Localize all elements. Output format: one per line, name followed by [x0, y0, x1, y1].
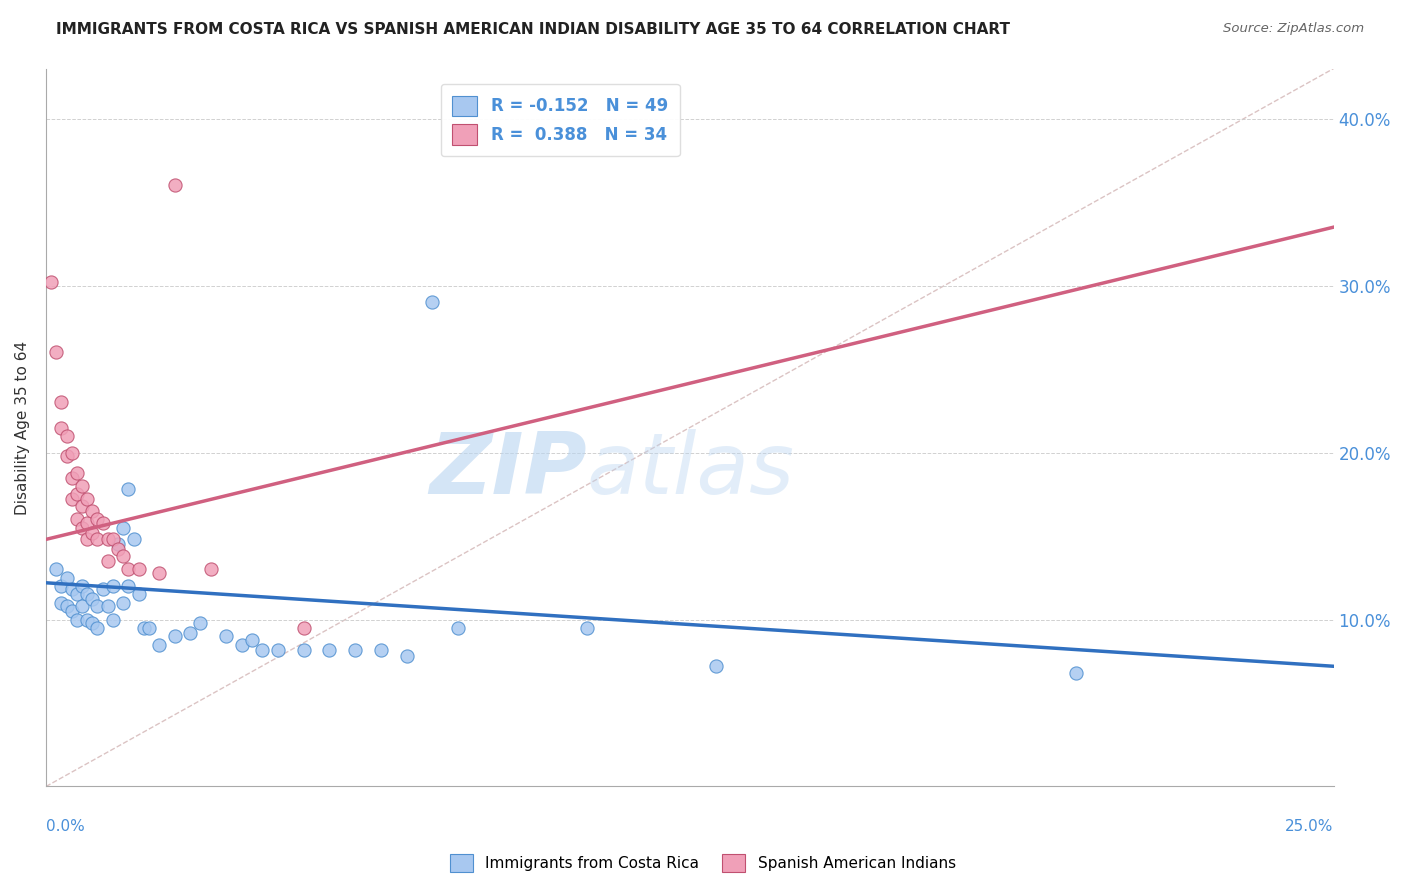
Point	[132, 621, 155, 635]
Point	[60, 470, 83, 484]
Point	[252, 642, 274, 657]
Point	[86, 599, 108, 614]
Point	[86, 621, 108, 635]
Point	[200, 562, 222, 576]
Point	[70, 479, 93, 493]
Point	[97, 554, 120, 568]
Point	[163, 629, 186, 643]
Point	[45, 345, 67, 359]
Point	[55, 429, 77, 443]
Point	[101, 613, 124, 627]
Point	[82, 615, 104, 630]
Point	[91, 582, 114, 597]
Point	[76, 516, 98, 530]
Point	[117, 562, 139, 576]
Point	[70, 521, 93, 535]
Legend: R = -0.152   N = 49, R =  0.388   N = 34: R = -0.152 N = 49, R = 0.388 N = 34	[440, 84, 679, 156]
Point	[112, 596, 135, 610]
Text: ZIP: ZIP	[429, 429, 586, 512]
Point	[395, 649, 418, 664]
Y-axis label: Disability Age 35 to 64: Disability Age 35 to 64	[15, 341, 30, 515]
Point	[51, 420, 73, 434]
Point	[51, 579, 73, 593]
Point	[107, 537, 129, 551]
Point	[343, 642, 366, 657]
Point	[318, 642, 340, 657]
Point	[55, 599, 77, 614]
Point	[39, 275, 62, 289]
Point	[70, 499, 93, 513]
Point	[55, 571, 77, 585]
Point	[70, 599, 93, 614]
Point	[82, 525, 104, 540]
Point	[86, 533, 108, 547]
Point	[292, 642, 315, 657]
Point	[97, 533, 120, 547]
Point	[370, 642, 392, 657]
Point	[128, 562, 150, 576]
Point	[215, 629, 238, 643]
Point	[704, 659, 727, 673]
Point	[101, 579, 124, 593]
Point	[86, 512, 108, 526]
Point	[66, 613, 89, 627]
Text: 25.0%: 25.0%	[1285, 819, 1334, 834]
Point	[60, 492, 83, 507]
Point	[45, 562, 67, 576]
Point	[138, 621, 160, 635]
Point	[112, 549, 135, 563]
Point	[76, 533, 98, 547]
Point	[60, 582, 83, 597]
Point	[66, 487, 89, 501]
Point	[60, 604, 83, 618]
Text: atlas: atlas	[586, 429, 794, 512]
Point	[148, 566, 170, 580]
Point	[91, 516, 114, 530]
Point	[66, 587, 89, 601]
Point	[76, 587, 98, 601]
Point	[575, 621, 598, 635]
Point	[55, 449, 77, 463]
Text: 0.0%: 0.0%	[46, 819, 84, 834]
Point	[76, 492, 98, 507]
Point	[66, 512, 89, 526]
Point	[122, 533, 145, 547]
Text: IMMIGRANTS FROM COSTA RICA VS SPANISH AMERICAN INDIAN DISABILITY AGE 35 TO 64 CO: IMMIGRANTS FROM COSTA RICA VS SPANISH AM…	[56, 22, 1011, 37]
Point	[231, 638, 253, 652]
Point	[292, 621, 315, 635]
Point	[76, 613, 98, 627]
Point	[117, 579, 139, 593]
Point	[179, 626, 201, 640]
Point	[107, 542, 129, 557]
Legend: Immigrants from Costa Rica, Spanish American Indians: Immigrants from Costa Rica, Spanish Amer…	[443, 846, 963, 880]
Point	[117, 483, 139, 497]
Text: Source: ZipAtlas.com: Source: ZipAtlas.com	[1223, 22, 1364, 36]
Point	[163, 178, 186, 193]
Point	[420, 295, 443, 310]
Point	[66, 466, 89, 480]
Point	[70, 579, 93, 593]
Point	[82, 592, 104, 607]
Point	[447, 621, 470, 635]
Point	[112, 521, 135, 535]
Point	[1064, 665, 1087, 680]
Point	[60, 445, 83, 459]
Point	[128, 587, 150, 601]
Point	[51, 596, 73, 610]
Point	[240, 632, 263, 647]
Point	[101, 533, 124, 547]
Point	[51, 395, 73, 409]
Point	[82, 504, 104, 518]
Point	[190, 615, 212, 630]
Point	[148, 638, 170, 652]
Point	[267, 642, 290, 657]
Point	[97, 599, 120, 614]
